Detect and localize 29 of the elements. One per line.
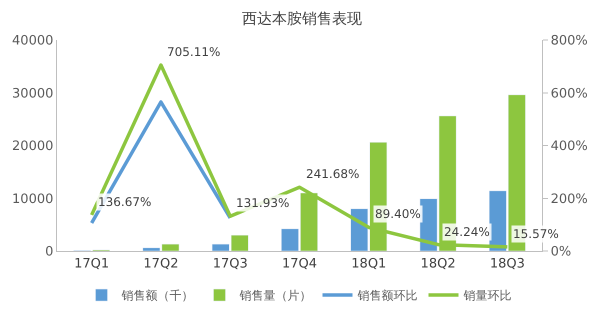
x-tick-label: 18Q2 bbox=[420, 256, 456, 272]
legend-label: 销售额环比 bbox=[356, 288, 418, 303]
data-label: 24.24% bbox=[444, 225, 490, 239]
x-tick-label: 17Q4 bbox=[282, 256, 318, 272]
data-label: 241.68% bbox=[306, 167, 360, 181]
data-label: 705.11% bbox=[167, 45, 220, 59]
y-tick-label: 30000 bbox=[12, 86, 54, 102]
y2-tick-label: 200% bbox=[550, 192, 588, 207]
chart-title: 西达本胺销售表现 bbox=[242, 9, 362, 28]
x-tick-label: 17Q2 bbox=[143, 256, 178, 272]
x-tick-label: 18Q1 bbox=[351, 256, 386, 272]
legend-label: 销量环比 bbox=[462, 288, 512, 303]
y-tick-label: 40000 bbox=[12, 34, 54, 49]
y2-tick-label: 0% bbox=[550, 244, 572, 260]
y-tick-label: 20000 bbox=[12, 139, 54, 154]
x-tick-label: 18Q3 bbox=[490, 256, 525, 272]
x-tick-label: 17Q3 bbox=[212, 256, 248, 272]
x-tick-label: 17Q1 bbox=[74, 256, 110, 272]
legend-label: 销售量（片） bbox=[238, 288, 312, 303]
y-tick-label: 0 bbox=[45, 244, 54, 260]
y2-tick-label: 800% bbox=[550, 34, 588, 49]
data-label: 15.57% bbox=[513, 227, 559, 241]
y2-tick-label: 600% bbox=[550, 86, 588, 102]
data-label: 131.93% bbox=[236, 196, 290, 210]
legend-label: 销售额（千） bbox=[120, 288, 194, 303]
data-label: 89.40% bbox=[375, 207, 421, 221]
data-label: 136.67% bbox=[98, 195, 152, 209]
y2-tick-label: 400% bbox=[550, 139, 588, 154]
y-tick-label: 10000 bbox=[12, 192, 54, 207]
